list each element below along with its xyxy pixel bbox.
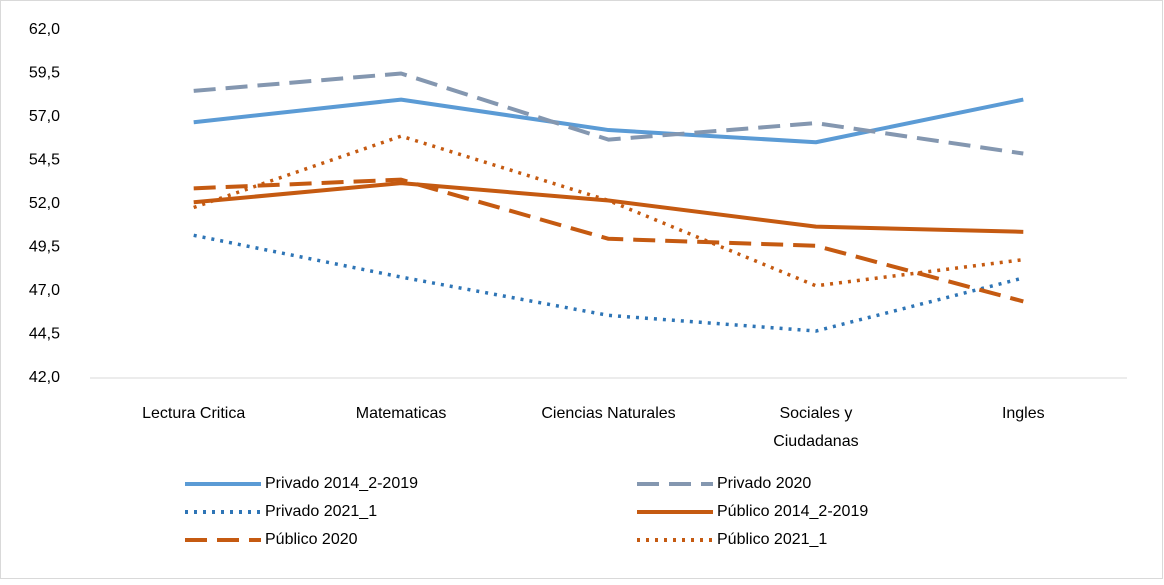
legend-label: Privado 2020: [717, 475, 811, 492]
x-tick-label: Sociales y Ciudadanas: [773, 405, 858, 450]
legend-label: Público 2020: [265, 531, 358, 548]
y-tick-label: 44,5: [29, 326, 60, 343]
series-line: [193, 134, 1024, 288]
y-tick-label: 57,0: [29, 108, 60, 125]
y-tick-label: 59,5: [29, 65, 60, 82]
x-tick-label: Ingles: [1002, 405, 1045, 422]
series-line: [193, 181, 1024, 234]
legend-label: Público 2014_2-2019: [717, 503, 868, 520]
y-tick-label: 42,0: [29, 369, 60, 386]
x-tick-label: Lectura Critica: [142, 405, 245, 422]
y-tick-label: 62,0: [29, 21, 60, 38]
y-tick-label: 49,5: [29, 239, 60, 256]
series-line: [193, 177, 1024, 304]
series-line: [193, 97, 1024, 145]
legend-label: Público 2021_1: [717, 531, 827, 548]
x-tick-label: Ciencias Naturales: [541, 405, 675, 422]
legend-label: Privado 2014_2-2019: [265, 475, 418, 492]
x-tick-label: Matematicas: [356, 405, 447, 422]
series-line: [193, 71, 1024, 156]
y-tick-label: 52,0: [29, 195, 60, 212]
legend-label: Privado 2021_1: [265, 503, 377, 520]
y-tick-label: 47,0: [29, 282, 60, 299]
y-tick-label: 54,5: [29, 152, 60, 169]
